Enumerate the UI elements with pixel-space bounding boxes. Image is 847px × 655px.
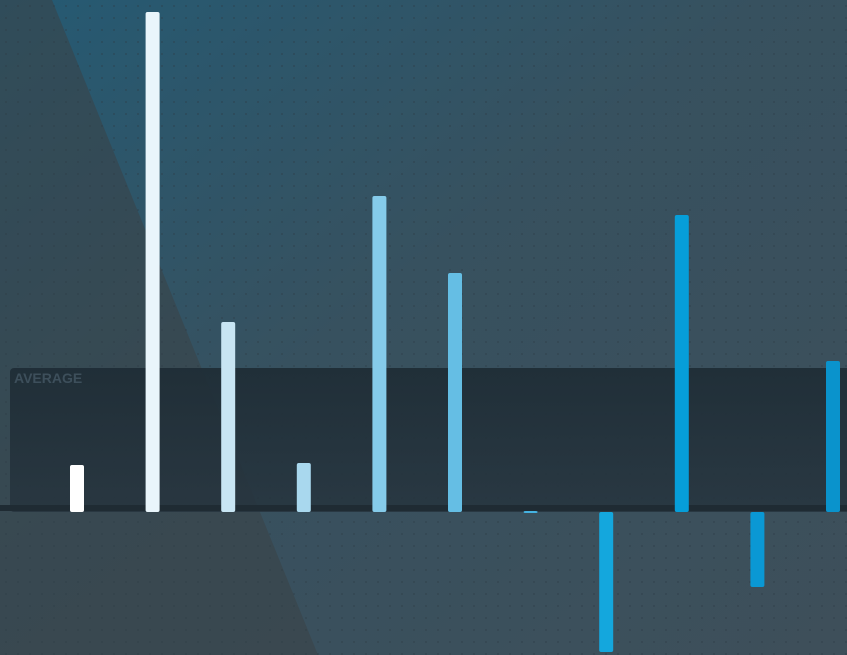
bar	[145, 12, 160, 512]
average-band	[10, 368, 847, 512]
bar	[221, 322, 236, 512]
bar	[372, 196, 387, 512]
bar	[296, 463, 311, 512]
bar	[826, 361, 840, 512]
average-band-rect	[10, 368, 847, 512]
bar	[70, 465, 84, 512]
bar	[599, 512, 614, 652]
bar-series	[70, 12, 840, 652]
bar	[523, 511, 538, 513]
bar	[750, 512, 765, 587]
average-label: AVERAGE	[14, 370, 82, 386]
baseline	[0, 505, 847, 511]
bar	[674, 215, 689, 512]
bar	[448, 273, 462, 512]
